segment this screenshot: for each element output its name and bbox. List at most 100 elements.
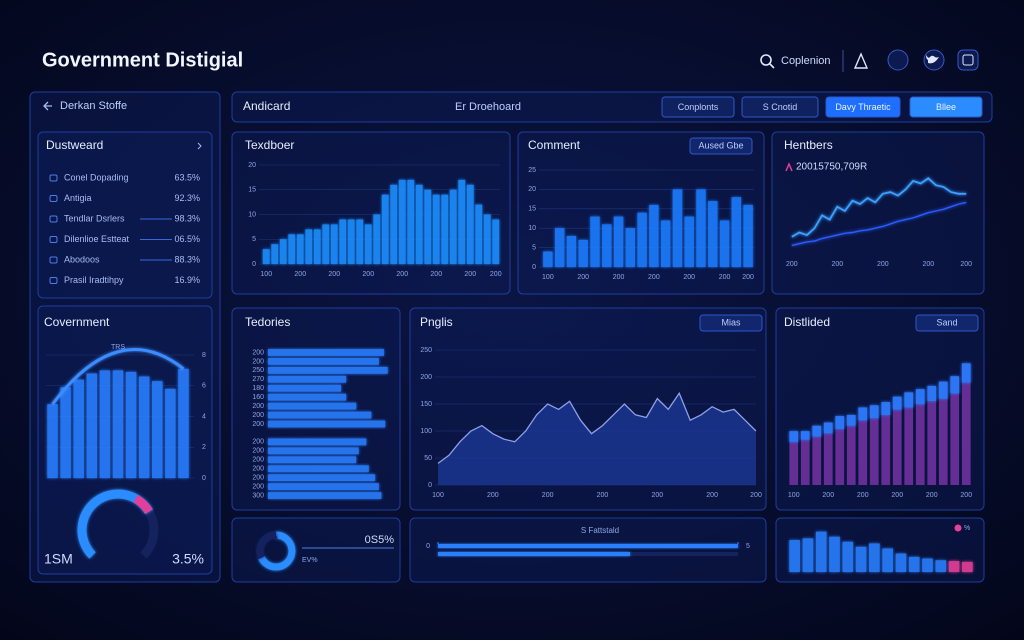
list-value: 63.5%: [174, 172, 200, 182]
bar: [590, 216, 600, 267]
bar: [347, 219, 355, 264]
panel-button[interactable]: [699, 314, 763, 332]
x-tick-label: 100: [542, 274, 554, 281]
progress-bar: [438, 552, 630, 556]
x-tick-label: 200: [487, 492, 499, 499]
search[interactable]: Coplenion: [760, 54, 831, 69]
x-tick-label: 200: [362, 271, 374, 278]
panel-button-label: Sand: [936, 317, 957, 327]
y-tick-label: 0: [252, 261, 256, 268]
toolbar-button-label: Conplonts: [678, 102, 719, 112]
y-tick-label: 300: [252, 492, 264, 499]
x-tick-label: 200: [877, 261, 889, 268]
bar-segment: [938, 398, 948, 485]
toolbar-button[interactable]: [741, 96, 819, 118]
bar: [842, 541, 854, 572]
panel-title: S Fattstald: [581, 526, 619, 535]
toolbar-button[interactable]: [909, 96, 983, 118]
icon-user[interactable]: [853, 52, 869, 69]
panel-title: Tedories: [245, 315, 290, 329]
list-title: Dustweard: [46, 138, 103, 152]
bar: [432, 194, 440, 264]
x-tick-label: 200: [926, 492, 938, 499]
x-tick-label: 200: [960, 261, 972, 268]
bar-segment: [835, 416, 845, 429]
bar: [268, 402, 357, 410]
bar: [268, 492, 382, 499]
bar: [475, 204, 483, 264]
panel-title: Comment: [528, 138, 581, 152]
header-icons: [853, 49, 979, 71]
toolbar-button[interactable]: [661, 96, 735, 118]
area-fill: [438, 393, 756, 485]
bar: [99, 370, 111, 478]
x-tick-label: 200: [294, 271, 306, 278]
line: [791, 177, 967, 238]
panel: [771, 131, 985, 295]
bar-segment: [812, 436, 822, 485]
bar: [322, 224, 330, 264]
bar-segment: [904, 407, 914, 485]
search-icon: [760, 54, 772, 66]
x-tick-label: 200: [396, 271, 408, 278]
y-tick-label: 200: [252, 349, 264, 356]
bar: [948, 561, 960, 572]
bar-segment: [915, 404, 925, 485]
bar: [492, 219, 500, 264]
bar: [829, 536, 840, 572]
y-tick-label: 0: [202, 475, 206, 482]
y-tick-label: 10: [528, 225, 536, 232]
bar: [364, 224, 372, 264]
bar-segment: [800, 431, 810, 440]
bar: [268, 384, 342, 392]
bar: [554, 228, 565, 267]
y-tick-label: 180: [252, 385, 264, 392]
panel-button[interactable]: [689, 137, 753, 155]
y-tick-label: 150: [420, 401, 432, 408]
bar: [268, 358, 379, 365]
y-tick-label: 200: [252, 483, 264, 490]
list-bullet: [49, 174, 58, 182]
list-bullet: [49, 236, 58, 243]
panel-button[interactable]: [915, 314, 979, 332]
donut-label: 0S5%: [365, 534, 395, 546]
bar: [869, 543, 880, 572]
icon-profile[interactable]: [887, 49, 909, 71]
y-tick-label: 200: [252, 403, 264, 410]
bar: [305, 229, 313, 264]
gauge-label-right: 3.5%: [172, 551, 204, 567]
x-tick-label: 200: [706, 492, 718, 499]
bar: [288, 234, 296, 264]
bar-segment: [823, 422, 833, 434]
bar: [268, 420, 386, 428]
toolbar-button[interactable]: [825, 96, 901, 118]
bar-segment: [961, 382, 971, 485]
bar: [268, 447, 359, 455]
x-tick-label: 200: [857, 492, 869, 499]
bar: [178, 368, 189, 478]
icon-settings[interactable]: [957, 49, 979, 71]
bar: [802, 538, 814, 572]
y-tick-label: 100: [420, 428, 432, 435]
bar: [637, 212, 647, 267]
bar: [125, 371, 137, 478]
x-tick-label: 200: [648, 274, 660, 281]
bar: [86, 373, 98, 478]
bar-segment: [789, 431, 799, 442]
panel: [409, 517, 767, 583]
bar: [855, 546, 867, 572]
bar: [602, 224, 612, 267]
chevron: [197, 142, 202, 150]
sidebar-back[interactable]: Derkan Stoffe: [60, 100, 127, 112]
bar: [407, 179, 415, 264]
bar-segment: [869, 418, 879, 485]
x-tick-label: 200: [742, 274, 754, 281]
panel-title: Distlided: [784, 315, 830, 329]
bar: [543, 251, 553, 267]
list-label: Tendlar Dsrlers: [64, 213, 125, 223]
list-label: Abodoos: [64, 254, 100, 264]
bar-segment: [892, 409, 902, 485]
y-tick-label: 270: [252, 376, 264, 383]
app-title: Government Distigial: [42, 49, 243, 71]
